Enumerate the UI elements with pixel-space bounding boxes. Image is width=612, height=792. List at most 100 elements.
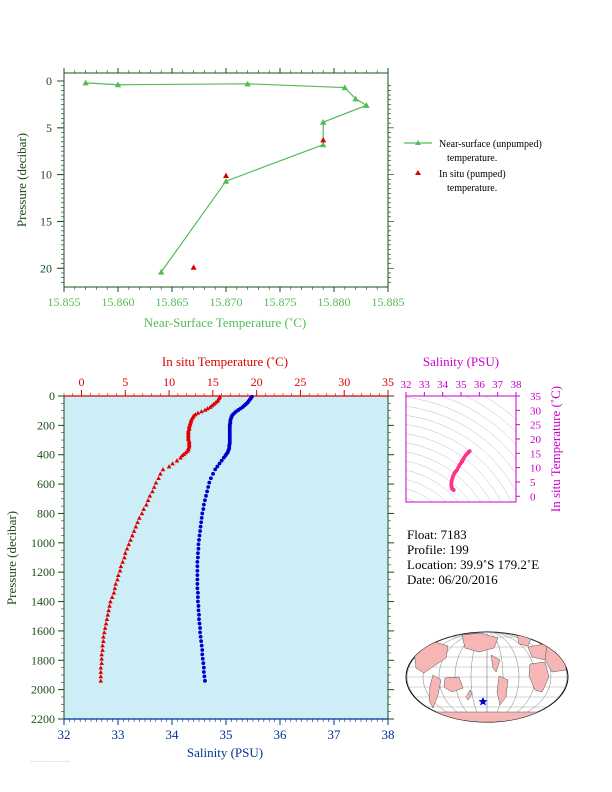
top-chart: 15.855 15.860 15.865 15.870 15.875 15.880 15.8… [14,68,405,330]
unpumped-temperature-point [363,102,370,108]
top-y-tick-label: 10 [40,168,52,182]
top-y-tick-label: 5 [46,121,52,135]
ts-point [452,488,456,492]
temperature-profile-point [124,546,130,551]
map-longitude-line [422,632,552,722]
profile-plot-background [64,396,388,719]
credit-footnote: .................................... [30,758,71,763]
pressure-tick-label: 1800 [31,653,55,667]
temperature-profile-point [101,634,106,639]
float-id: Float: 7183 [407,527,467,542]
temperature-profile-point [126,541,132,547]
salinity-profile-point [197,533,202,538]
pressure-tick-label: 0 [49,389,55,403]
ts-temperature-tick-label: 30 [530,405,542,417]
profile-number: Profile: 199 [407,542,469,557]
top-x-axis-label: Near-Surface Temperature (˚C) [144,315,306,330]
temperature-profile-point [103,621,109,626]
temperature-profile-point [115,577,120,582]
pressure-tick-label: 2000 [31,683,55,697]
salinity-profile-point [200,648,205,652]
profile-chart: 0 5 10 15 20 25 30 35 32 33 34 35 36 37 38 0 200 400 600 80… [4,354,395,760]
salinity-profile-point [197,621,202,626]
temperature-profile-point [156,475,161,481]
pressure-tick-label: 200 [37,418,55,432]
salinity-profile-point [196,555,200,560]
map-land-antarctica [424,711,551,722]
temperature-profile-point [147,493,153,498]
temp-top-tick-label: 20 [251,375,263,389]
top-series-group [82,79,370,275]
salinity-profile-point [198,630,202,635]
pressure-tick-label: 1400 [31,595,55,609]
temperature-profile-point [139,511,145,516]
temperature-profile-point [150,489,155,494]
temperature-profile-point [117,568,123,573]
temperature-profile-point [144,502,149,507]
temperature-profile-point [102,625,108,630]
ts-axis-ticks: 32 33 34 35 36 37 38 0 5 10 15 20 25 30 35 [401,379,542,503]
salinity-profile-point [198,524,203,529]
top-x-tick-label: 15.855 [48,295,81,309]
temperature-profile-point [112,586,118,591]
salinity-profile-point [196,604,201,608]
ts-temperature-tick-label: 0 [530,491,536,503]
map-land-new-zealand [465,689,473,701]
salinity-profile-point [197,612,201,617]
ts-temperature-tick-label: 20 [530,434,542,446]
ts-temperature-tick-label: 10 [530,463,542,475]
temperature-profile-point [135,519,140,525]
ts-salinity-tick-label: 36 [474,379,486,391]
temperature-profile-point [101,630,107,635]
map-land-south-america-east [496,675,509,706]
legend-pumped-line1: In situ (pumped) [439,169,506,180]
temp-top-tick-label: 25 [294,375,306,389]
temperature-profile-point [131,528,137,533]
pressure-tick-label: 600 [37,477,55,491]
temperature-profile-point [199,409,204,414]
temperature-profile-point [105,612,111,617]
temperature-profile-point [128,537,133,542]
salinity-profile-point [201,661,206,666]
top-x-tick-label: 15.865 [156,295,189,309]
salinity-bottom-tick-label: 38 [382,727,395,742]
salinity-profile-point [215,464,220,469]
temperature-profile-point [99,656,104,661]
pumped-temperature-point [190,264,197,270]
salinity-profile-point [198,634,203,639]
salinity-profile-point [196,551,200,555]
salinity-profile-point [201,502,206,507]
temperature-profile-point [170,461,175,466]
profile-date: Date: 06/20/2016 [407,572,498,587]
salinity-profile-point [195,573,200,578]
map-land-central-america [490,654,501,673]
salinity-profile-point [206,485,211,489]
map-land-africa [528,661,550,693]
temperature-profile-point [153,480,159,485]
salinity-profile-point [196,608,201,613]
temperature-profile-point [179,453,185,458]
salinity-profile-point [211,471,215,476]
ts-series-group [449,449,472,492]
temperature-profile-point [158,471,163,476]
temp-top-tick-label: 30 [338,375,350,389]
salinity-profile-point [201,507,206,511]
temp-top-tick-label: 0 [79,375,85,389]
temperature-profile-point [111,590,117,595]
ts-salinity-tick-label: 37 [492,379,504,391]
salinity-profile-point [197,617,201,622]
salinity-profile-point [199,643,204,648]
salinity-profile-point [200,656,205,661]
temperature-profile-point [141,506,146,511]
temperature-profile-point [130,533,135,538]
temperature-profile-point [109,594,115,599]
temperature-profile-point [122,550,128,555]
unpumped-temperature-point [158,268,165,275]
profile-axis-ticks: 0 5 10 15 20 25 30 35 32 33 34 35 36 37 38 0 200 400 600 80… [31,375,395,742]
salinity-profile-point [199,515,204,520]
temperature-profile-point [98,669,104,674]
temperature-profile-point [207,404,213,409]
salinity-bottom-tick-label: 37 [328,727,342,742]
top-x-tick-label: 15.885 [372,295,405,309]
